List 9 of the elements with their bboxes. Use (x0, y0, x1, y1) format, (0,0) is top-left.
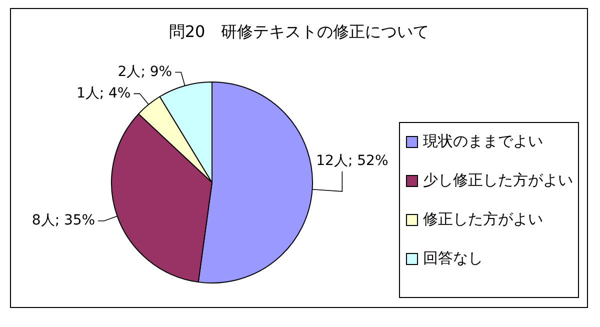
data-label: 2人; 9% (118, 64, 172, 80)
data-label: 1人; 4% (76, 85, 131, 102)
legend-label: 現状のままでよい (423, 132, 543, 150)
legend-label: 少し修正した方がよい (423, 171, 573, 189)
legend-label: 回答なし (423, 249, 483, 267)
chart-title: 問20 研修テキストの修正について (168, 22, 430, 43)
data-label: 8人; 35% (32, 212, 96, 228)
legend-label: 修正した方がよい (423, 210, 543, 228)
data-label: 12人; 52% (316, 153, 388, 170)
